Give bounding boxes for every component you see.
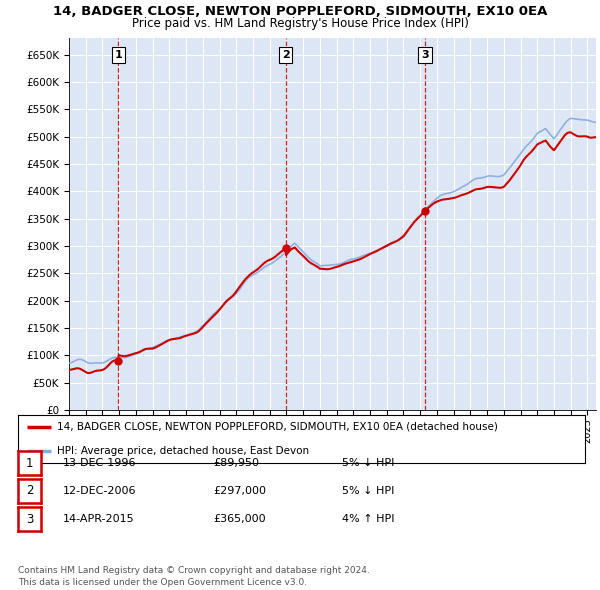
Text: 3: 3 xyxy=(26,513,33,526)
Text: £297,000: £297,000 xyxy=(213,486,266,496)
Text: 14, BADGER CLOSE, NEWTON POPPLEFORD, SIDMOUTH, EX10 0EA (detached house): 14, BADGER CLOSE, NEWTON POPPLEFORD, SID… xyxy=(56,422,497,432)
Text: 1: 1 xyxy=(26,457,33,470)
Text: 5% ↓ HPI: 5% ↓ HPI xyxy=(342,486,394,496)
Text: £365,000: £365,000 xyxy=(213,514,266,524)
Text: 14-APR-2015: 14-APR-2015 xyxy=(63,514,134,524)
Text: HPI: Average price, detached house, East Devon: HPI: Average price, detached house, East… xyxy=(56,446,308,456)
Text: 12-DEC-2006: 12-DEC-2006 xyxy=(63,486,137,496)
Text: 13-DEC-1996: 13-DEC-1996 xyxy=(63,458,137,468)
Text: 2: 2 xyxy=(26,484,33,497)
Text: £89,950: £89,950 xyxy=(213,458,259,468)
Text: Price paid vs. HM Land Registry's House Price Index (HPI): Price paid vs. HM Land Registry's House … xyxy=(131,17,469,30)
Text: Contains HM Land Registry data © Crown copyright and database right 2024.
This d: Contains HM Land Registry data © Crown c… xyxy=(18,566,370,587)
Text: 4% ↑ HPI: 4% ↑ HPI xyxy=(342,514,395,524)
Text: 5% ↓ HPI: 5% ↓ HPI xyxy=(342,458,394,468)
Text: 1: 1 xyxy=(115,50,122,60)
Text: 14, BADGER CLOSE, NEWTON POPPLEFORD, SIDMOUTH, EX10 0EA: 14, BADGER CLOSE, NEWTON POPPLEFORD, SID… xyxy=(53,5,547,18)
Text: 2: 2 xyxy=(282,50,290,60)
Text: 3: 3 xyxy=(421,50,429,60)
